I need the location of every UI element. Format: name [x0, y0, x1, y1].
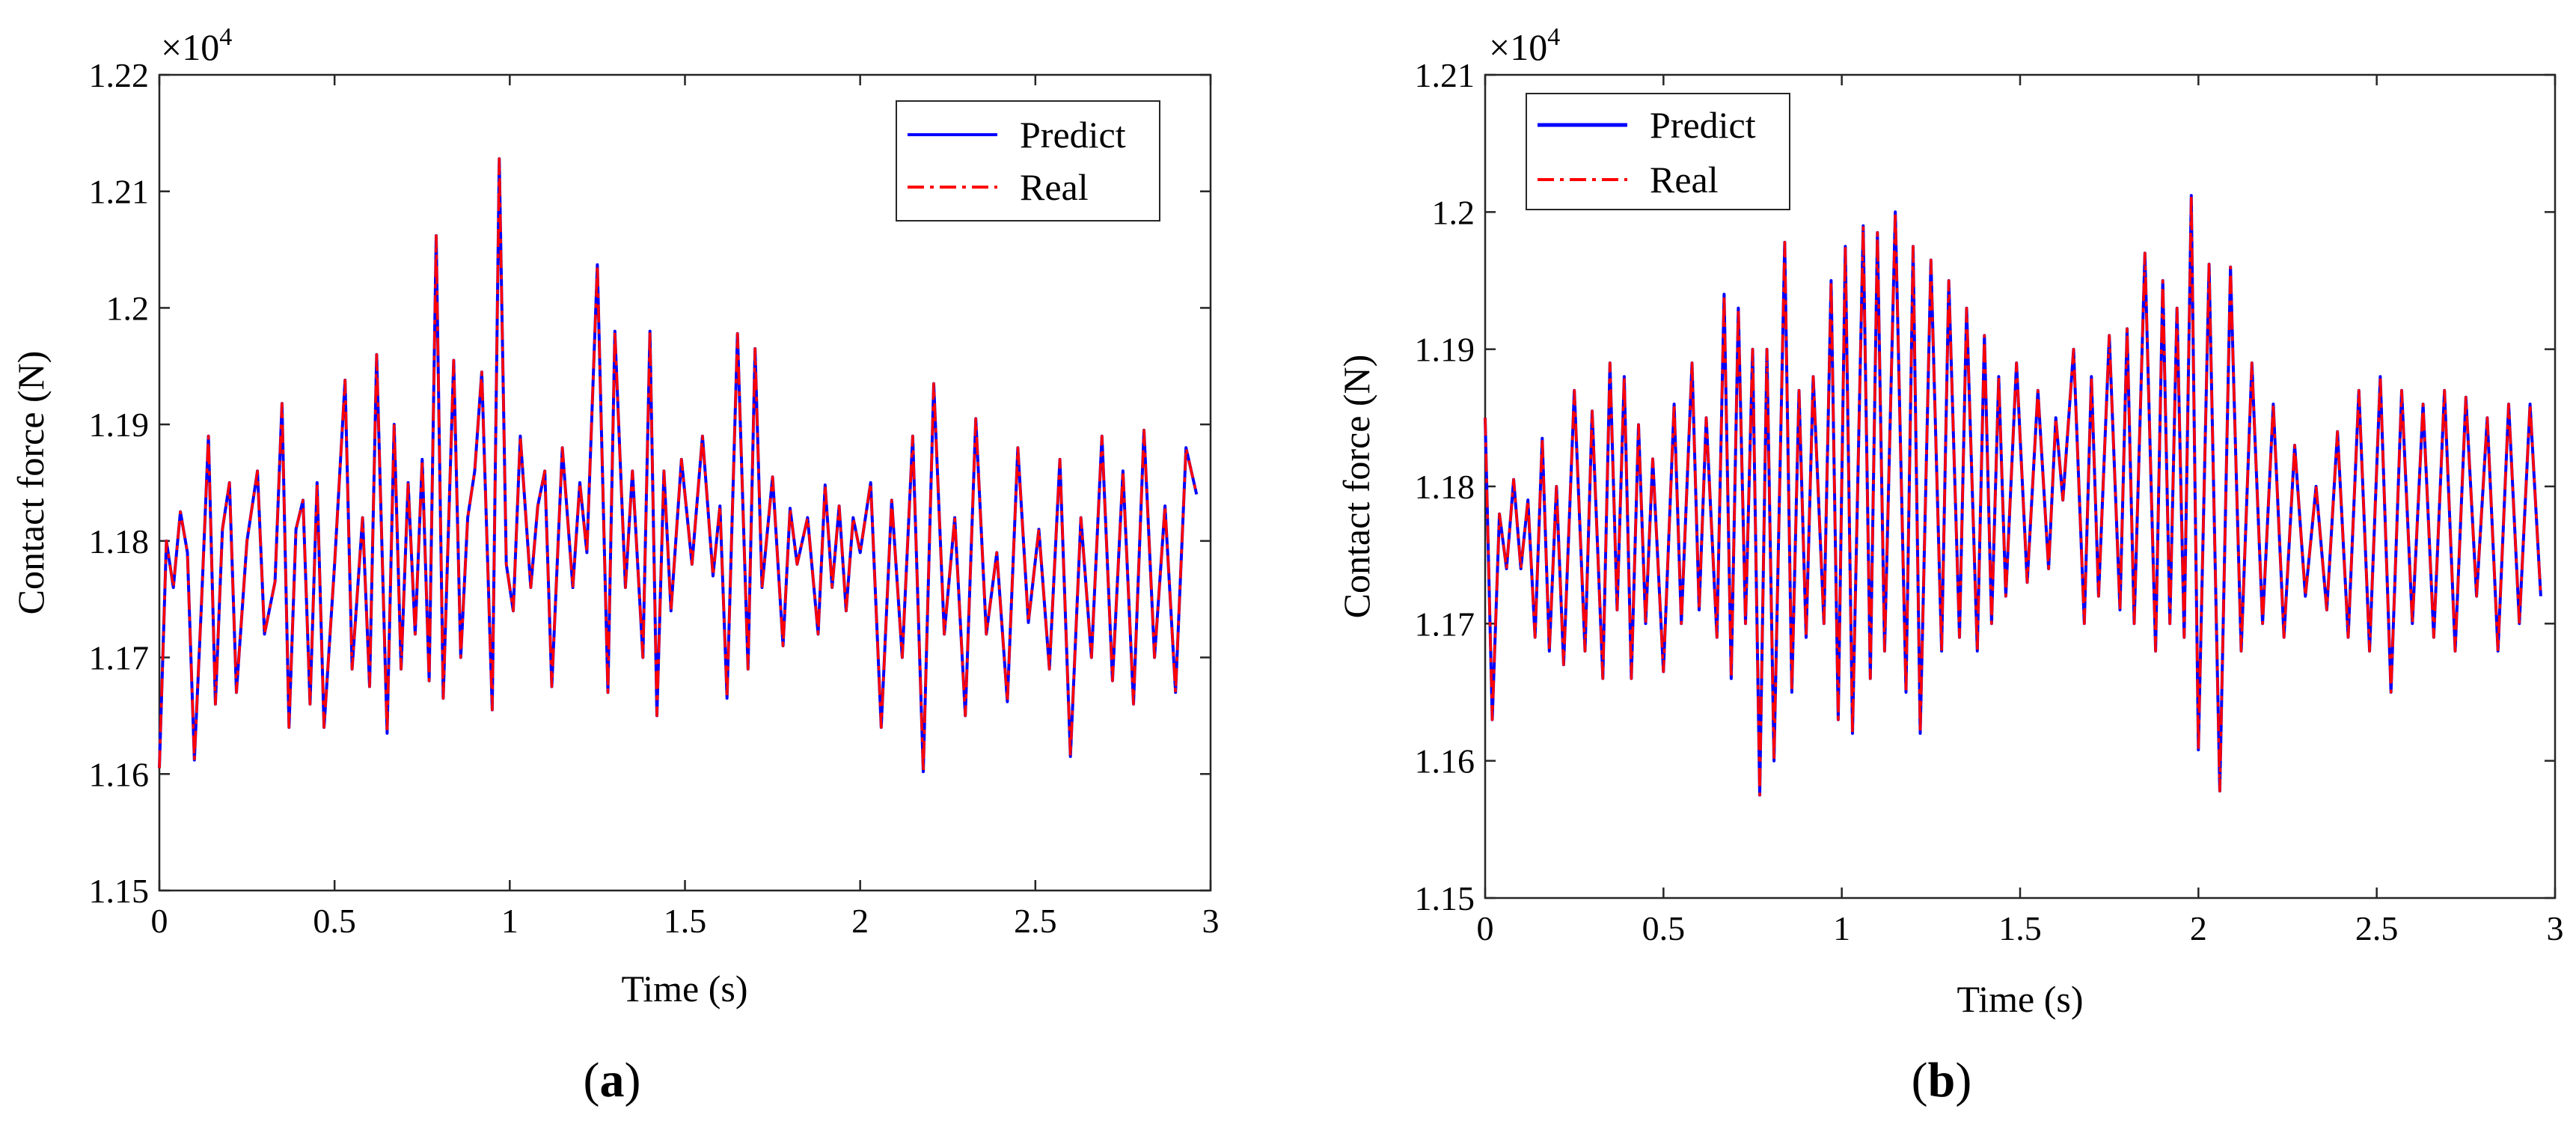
- y-tick-label-b: 1.19: [1415, 331, 1475, 369]
- panel-label-a: (a): [584, 1053, 641, 1108]
- y-tick-label-a: 1.19: [89, 406, 150, 444]
- ylabel-a: Contact force (N): [10, 351, 52, 615]
- legend-box-a: [896, 100, 1160, 222]
- axis-multiplier-b: ×104: [1489, 23, 1560, 68]
- y-tick-label-b: 1.21: [1415, 56, 1475, 94]
- y-tick-label-b: 1.15: [1415, 879, 1475, 917]
- y-tick-label-a: 1.22: [89, 56, 150, 94]
- x-tick-label-b: 2: [2190, 909, 2207, 947]
- legend-b: Predict Real: [1526, 93, 1790, 210]
- x-tick-label-b: 3: [2547, 909, 2564, 947]
- x-tick-label-a: 0.5: [313, 902, 356, 940]
- y-tick-label-a: 1.21: [89, 173, 150, 211]
- series-real-line-b: [1484, 194, 2542, 797]
- x-tick-label-a: 1.5: [664, 902, 707, 940]
- legend-label-predict-b: Predict: [1650, 104, 1756, 146]
- y-tick-label-a: 1.15: [89, 872, 150, 910]
- x-tick-label-a: 2.5: [1014, 902, 1057, 940]
- legend-label-real-b: Real: [1650, 159, 1719, 201]
- x-tick-label-a: 3: [1202, 902, 1220, 940]
- panel-b: 0 0.5 1 1.5 2 2.5 3 1.15 1.16 1.17 1.18 1.19 1.2 1.21…: [1336, 23, 2564, 1108]
- y-tick-label-a: 1.2: [106, 289, 150, 327]
- series-lines-b: [1484, 194, 2542, 797]
- panel-letter-b: b: [1928, 1053, 1956, 1108]
- legend-label-predict-a: Predict: [1020, 114, 1126, 156]
- y-tick-label-a: 1.17: [89, 639, 150, 677]
- x-tick-label-b: 1: [1833, 909, 1850, 947]
- axis-multiplier-a: ×104: [161, 23, 232, 68]
- y-tick-label-a: 1.18: [89, 522, 150, 560]
- multiplier-base-a: ×10: [161, 26, 219, 68]
- y-tick-label-b: 1.2: [1432, 193, 1475, 231]
- series-predict-line-a: [158, 157, 1199, 774]
- ticks-b: 0 0.5 1 1.5 2 2.5 3 1.15 1.16 1.17 1.18 1.19 1.2 1.21: [1415, 56, 2564, 947]
- x-tick-label-b: 2.5: [2355, 909, 2399, 947]
- x-tick-label-a: 2: [851, 902, 869, 940]
- y-tick-label-b: 1.16: [1415, 742, 1475, 781]
- legend-label-real-a: Real: [1020, 166, 1089, 208]
- multiplier-base-b: ×10: [1489, 26, 1547, 68]
- y-tick-label-b: 1.17: [1415, 605, 1475, 643]
- series-lines-a: [158, 157, 1199, 774]
- multiplier-exp-a: 4: [219, 23, 232, 51]
- ylabel-b: Contact force (N): [1336, 355, 1377, 619]
- xlabel-b: Time (s): [1957, 978, 2083, 1020]
- xlabel-a: Time (s): [621, 968, 747, 1009]
- legend-box-b: [1526, 93, 1790, 210]
- legend-a: Predict Real: [896, 100, 1160, 222]
- ticks-a: 0 0.5 1 1.5 2 2.5 3 1.15 1.16 1.17 1.18 1.19 1.2 1.21…: [89, 56, 1220, 940]
- x-tick-label-b: 1.5: [1998, 909, 2042, 947]
- y-tick-label-b: 1.18: [1415, 468, 1475, 506]
- x-tick-label-a: 1: [501, 902, 518, 940]
- panel-label-b: (b): [1912, 1053, 1972, 1108]
- panel-letter-a: a: [600, 1053, 625, 1108]
- x-tick-label-a: 0: [151, 902, 168, 940]
- panel-a: 0 0.5 1 1.5 2 2.5 3 1.15 1.16 1.17 1.18 1.19 1.2 1.21…: [10, 23, 1220, 1108]
- multiplier-exp-b: 4: [1547, 23, 1560, 51]
- x-tick-label-b: 0.5: [1642, 909, 1686, 947]
- x-tick-label-b: 0: [1477, 909, 1494, 947]
- y-tick-label-a: 1.16: [89, 755, 150, 793]
